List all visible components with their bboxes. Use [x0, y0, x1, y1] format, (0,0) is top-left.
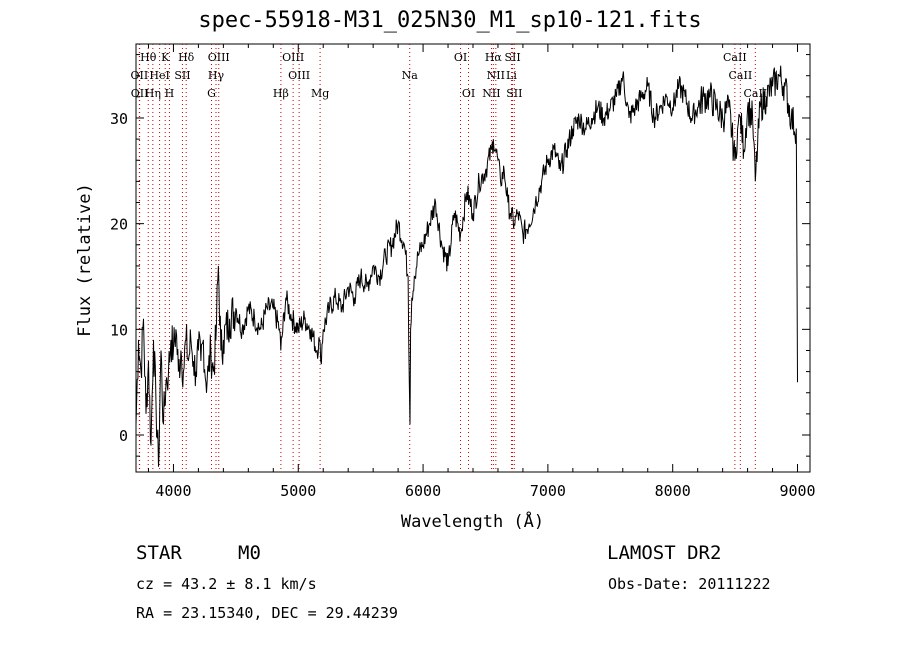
line-label: H — [165, 87, 175, 100]
line-label: SII — [174, 69, 190, 82]
x-tick-label: 5000 — [280, 482, 316, 500]
line-label: Hη — [145, 87, 161, 100]
survey-name: LAMOST DR2 — [607, 542, 722, 564]
line-label: K — [161, 51, 170, 64]
line-label: HeI — [149, 69, 169, 82]
object-class: STAR — [136, 542, 182, 564]
plot-frame — [135, 43, 811, 473]
line-label: Hβ — [273, 87, 289, 100]
ra-dec-coordinates: RA = 23.15340, DEC = 29.44239 — [136, 604, 398, 622]
x-tick-label: 6000 — [405, 482, 441, 500]
x-tick-label: 8000 — [655, 482, 691, 500]
x-tick-label: 7000 — [530, 482, 566, 500]
line-label: NII — [482, 87, 500, 100]
line-label: OIII — [208, 51, 230, 64]
line-label: Li — [506, 69, 517, 82]
tick-labels: 4000 5000 6000 7000 8000 9000 0 10 20 30 — [110, 110, 816, 500]
spectral-line-markers — [138, 44, 756, 472]
y-tick-label: 30 — [110, 110, 128, 128]
y-axis-label: Flux (relative) — [75, 183, 95, 337]
line-label: Hδ — [178, 51, 195, 64]
line-label: Hα — [485, 51, 503, 64]
object-subclass: M0 — [238, 542, 261, 564]
line-label: CaII — [723, 51, 747, 64]
y-tick-label: 20 — [110, 216, 128, 234]
y-tick-label: 10 — [110, 321, 128, 339]
x-tick-label: 9000 — [779, 482, 815, 500]
line-label: OI — [462, 87, 475, 100]
line-label: G — [207, 87, 216, 100]
line-label: Hθ — [140, 51, 157, 64]
y-tick-label: 0 — [119, 427, 128, 445]
line-label: Mg — [311, 87, 329, 100]
observation-date: Obs-Date: 20111222 — [608, 575, 771, 593]
chart-title: spec-55918-M31_025N30_M1_sp10-121.fits — [198, 8, 702, 33]
line-label: OIII — [282, 51, 304, 64]
line-label: CaII — [729, 69, 753, 82]
x-axis-label: Wavelength (Å) — [400, 512, 545, 532]
x-tick-label: 4000 — [155, 482, 191, 500]
line-label: NII — [487, 69, 505, 82]
line-label: Na — [402, 69, 419, 82]
line-label: OI — [454, 51, 467, 64]
redshift-velocity: cz = 43.2 ± 8.1 km/s — [136, 575, 317, 593]
line-label: SII — [504, 51, 520, 64]
axis-ticks — [136, 44, 810, 472]
line-label: OIII — [288, 69, 310, 82]
line-label: Hγ — [208, 69, 225, 82]
line-label: SII — [506, 87, 522, 100]
spectrum-line — [135, 65, 798, 467]
line-label: OII — [131, 87, 149, 100]
